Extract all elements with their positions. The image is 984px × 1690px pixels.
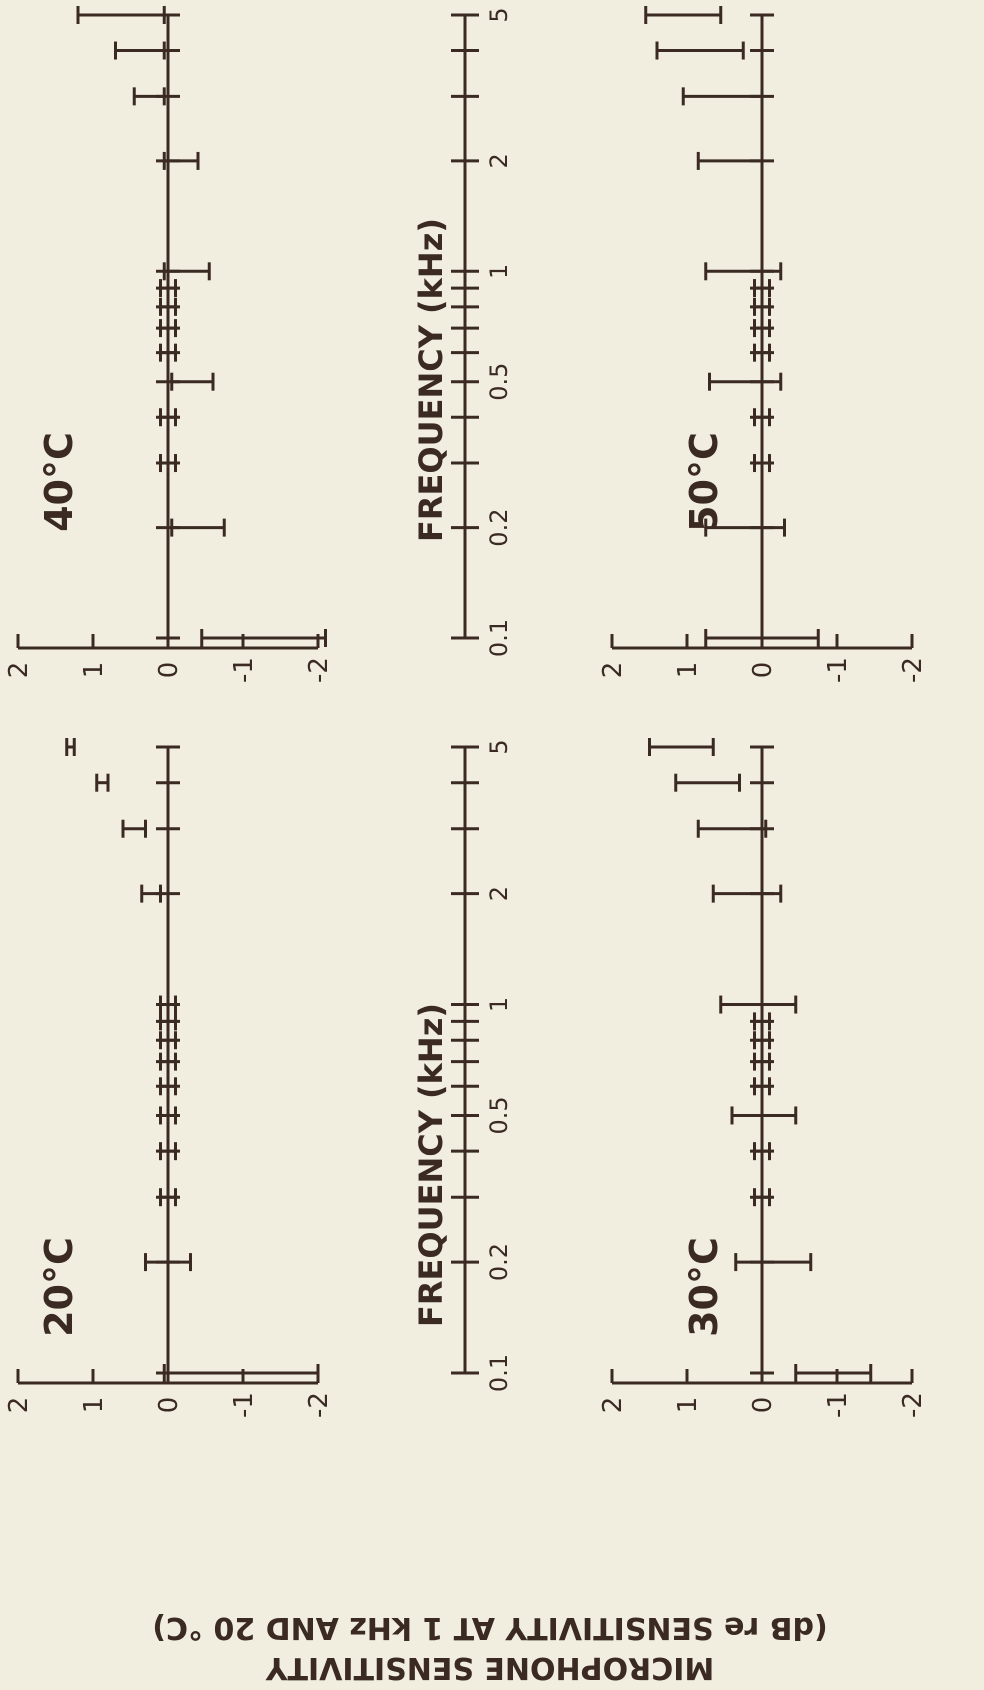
freq-axis-lower-tick-label: 0.2	[485, 1243, 513, 1281]
freq-axis-label-lower: FREQUENCY (kHz)	[412, 1003, 450, 1327]
shared-ylabel: MICROPHONE SENSITIVITY (dB re SENSITIVIT…	[152, 1610, 827, 1685]
panel-title-30c: 30°C	[682, 1237, 726, 1337]
plots-layer: 2 1 0 -1 -2 2 1 0 -1 -2 2 1 0 -1 -2 2 1 0 -1 -2 0.1 0.2 0.5 1 2 5…	[4, 6, 928, 1418]
p20-db-tick-label: 1	[79, 1397, 109, 1414]
freq-axis-lower-tick-label: 5	[485, 739, 513, 754]
ylabel-line1: MICROPHONE SENSITIVITY	[265, 1650, 715, 1685]
p50-db-tick-label: 2	[598, 662, 628, 679]
p40-db-tick-label: -2	[304, 657, 334, 683]
p50-db-tick-label: -2	[898, 657, 928, 683]
p20-db-tick-label: -2	[304, 1392, 334, 1418]
p30-db-tick-label: -2	[898, 1392, 928, 1418]
freq-axis-lower-tick-label: 1	[485, 997, 513, 1012]
freq-axis-upper-tick-label: 0.1	[485, 619, 513, 657]
freq-axis-lower-tick-label: 2	[485, 886, 513, 901]
freq-axis-upper-tick-label: 5	[485, 7, 513, 22]
freq-axis-lower-tick-label: 0.1	[485, 1354, 513, 1392]
p40-db-tick-label: -1	[229, 657, 259, 683]
panel-title-20c: 20°C	[37, 1237, 81, 1337]
freq-axis-lower-tick-label: 0.5	[485, 1096, 513, 1134]
p50-db-tick-label: 1	[673, 662, 703, 679]
p30-db-tick-label: 0	[748, 1397, 778, 1414]
panel-title-40c: 40°C	[37, 432, 81, 532]
p20-db-tick-label: -1	[229, 1392, 259, 1418]
freq-axis-upper-tick-label: 1	[485, 264, 513, 279]
freq-axis-upper-tick-label: 0.5	[485, 363, 513, 401]
freq-axis-upper-tick-label: 0.2	[485, 509, 513, 547]
p30-db-tick-label: -1	[823, 1392, 853, 1418]
p40-db-tick-label: 2	[4, 662, 34, 679]
freq-axis-upper-tick-label: 2	[485, 153, 513, 168]
p50-db-tick-label: 0	[748, 662, 778, 679]
p30-db-tick-label: 1	[673, 1397, 703, 1414]
p40-db-tick-label: 0	[154, 662, 184, 679]
panel-title-50c: 50°C	[682, 432, 726, 532]
p20-db-tick-label: 0	[154, 1397, 184, 1414]
ylabel-line2: (dB re SENSITIVITY AT 1 kHz AND 20 °C)	[152, 1610, 827, 1645]
p30-db-tick-label: 2	[598, 1397, 628, 1414]
p40-db-tick-label: 1	[79, 662, 109, 679]
p20-db-tick-label: 2	[4, 1397, 34, 1414]
freq-axis-label-upper: FREQUENCY (kHz)	[412, 218, 450, 542]
p50-db-tick-label: -1	[823, 657, 853, 683]
